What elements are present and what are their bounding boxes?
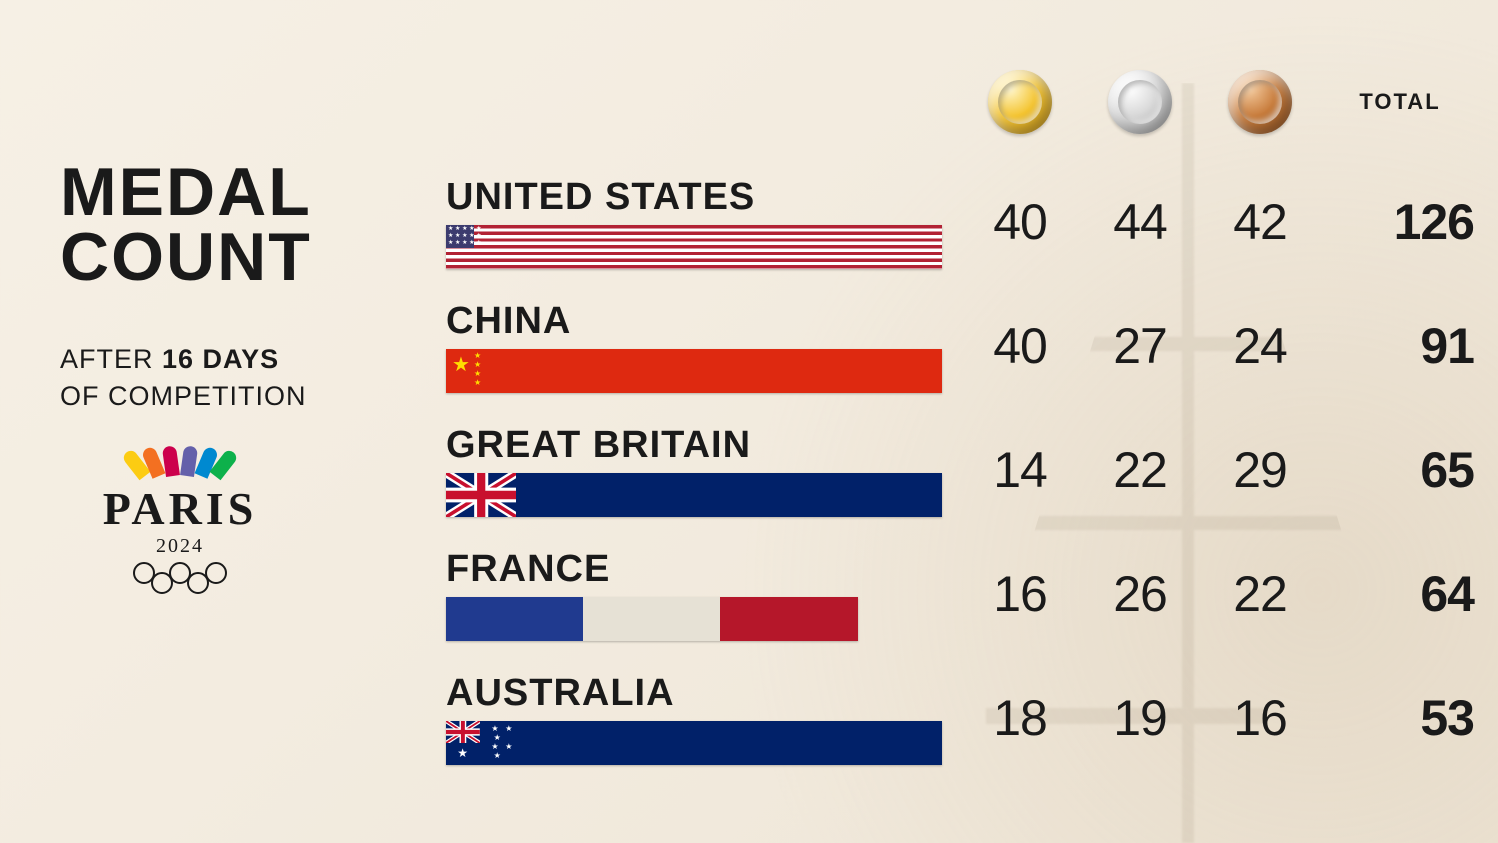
total-value: 65: [1320, 441, 1480, 499]
flag-france-icon: [446, 597, 858, 641]
subtitle-days: 16 DAYS: [162, 344, 279, 374]
total-value: 126: [1320, 193, 1480, 251]
bar-fill: [516, 349, 942, 393]
flag-australia-icon: ★: [446, 721, 516, 765]
table-row: UNITED STATES 40 44 42 126: [446, 160, 1438, 284]
page-title: MEDAL COUNT: [60, 160, 400, 289]
gold-medal-icon: [960, 70, 1080, 134]
bar-wrap: [446, 597, 942, 641]
gold-value: 16: [960, 565, 1080, 623]
silver-value: 19: [1080, 689, 1200, 747]
gold-value: 14: [960, 441, 1080, 499]
bronze-value: 24: [1200, 317, 1320, 375]
title-line-1: MEDAL: [60, 160, 400, 225]
title-line-2: COUNT: [60, 225, 400, 290]
bar-fill: [516, 721, 942, 765]
table-row: FRANCE 16 26 22 64: [446, 532, 1438, 656]
flag-usa-icon: [446, 225, 516, 269]
bronze-medal-icon: [1200, 70, 1320, 134]
subtitle: AFTER 16 DAYS OF COMPETITION: [60, 341, 400, 414]
silver-value: 26: [1080, 565, 1200, 623]
table-row: CHINA 40 27 24 91: [446, 284, 1438, 408]
bar-france: [446, 597, 858, 641]
country-name: CHINA: [446, 300, 942, 343]
country-cell-aus: AUSTRALIA: [446, 672, 960, 765]
flag-china-icon: [446, 349, 516, 393]
bar-fill: [516, 473, 942, 517]
country-cell-china: CHINA: [446, 300, 960, 393]
bronze-value: 29: [1200, 441, 1320, 499]
medal-table: UNITED STATES 40 44 42 126 CHINA: [446, 160, 1438, 780]
gold-value: 40: [960, 317, 1080, 375]
bar-wrap: ★: [446, 721, 942, 765]
bar-china: [446, 349, 942, 393]
logo-year-text: 2024: [60, 535, 300, 558]
bar-wrap: [446, 349, 942, 393]
flag-gb-icon: [446, 473, 516, 517]
bar-aus: ★: [446, 721, 942, 765]
total-value: 91: [1320, 317, 1480, 375]
country-name: UNITED STATES: [446, 176, 942, 219]
bar-wrap: [446, 473, 942, 517]
bronze-value: 42: [1200, 193, 1320, 251]
country-cell-gb: GREAT BRITAIN: [446, 424, 960, 517]
stage: MEDAL COUNT AFTER 16 DAYS OF COMPETITION…: [0, 0, 1498, 843]
bar-gb: [446, 473, 942, 517]
bronze-value: 22: [1200, 565, 1320, 623]
logo-paris-text: PARIS: [60, 482, 300, 535]
country-name: GREAT BRITAIN: [446, 424, 942, 467]
table-row: GREAT BRITAIN: [446, 408, 1438, 532]
table-row: AUSTRALIA: [446, 656, 1438, 780]
total-value: 53: [1320, 689, 1480, 747]
olympic-rings-icon: [60, 562, 300, 584]
left-panel: MEDAL COUNT AFTER 16 DAYS OF COMPETITION…: [60, 160, 400, 584]
silver-value: 22: [1080, 441, 1200, 499]
nbc-peacock-icon: [60, 446, 300, 480]
paris-2024-logo: PARIS 2024: [60, 446, 300, 584]
subtitle-suffix: OF COMPETITION: [60, 381, 307, 411]
bronze-value: 16: [1200, 689, 1320, 747]
total-column-label: TOTAL: [1320, 89, 1480, 115]
country-name: FRANCE: [446, 548, 942, 591]
country-name: AUSTRALIA: [446, 672, 942, 715]
gold-value: 18: [960, 689, 1080, 747]
medal-header-row: TOTAL: [960, 62, 1438, 142]
country-cell-france: FRANCE: [446, 548, 960, 641]
bar-fill: [516, 225, 942, 269]
gold-value: 40: [960, 193, 1080, 251]
bar-usa: [446, 225, 942, 269]
total-value: 64: [1320, 565, 1480, 623]
subtitle-prefix: AFTER: [60, 344, 162, 374]
bar-wrap: [446, 225, 942, 269]
country-cell-usa: UNITED STATES: [446, 176, 960, 269]
silver-medal-icon: [1080, 70, 1200, 134]
silver-value: 27: [1080, 317, 1200, 375]
silver-value: 44: [1080, 193, 1200, 251]
